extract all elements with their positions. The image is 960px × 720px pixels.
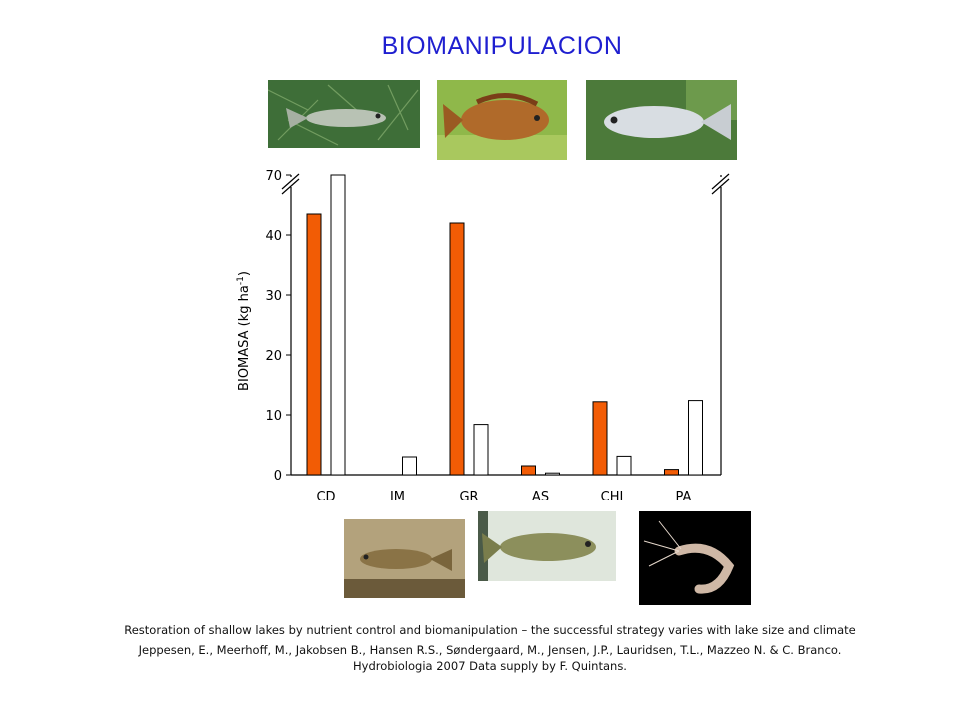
- page-title: BIOMANIPULACION: [381, 32, 623, 60]
- y-tick-label: 40: [265, 229, 282, 244]
- tetra-photo-icon: [478, 511, 616, 581]
- y-tick-label: 10: [265, 409, 282, 424]
- y-tick-label: 70: [265, 169, 282, 184]
- bar-pa-2: [688, 400, 703, 476]
- cichlid-photo-icon: [437, 80, 567, 160]
- bar-as-1: [521, 465, 536, 476]
- x-tick-label: PA: [676, 490, 692, 500]
- bar-as-2: [545, 472, 560, 476]
- x-tick-label: CD: [316, 490, 335, 500]
- axis-break-mark: [711, 178, 730, 195]
- axis-break-mark: [281, 178, 300, 195]
- shrimp-photo-icon: [639, 511, 751, 605]
- caption-line-1: Restoration of shallow lakes by nutrient…: [124, 623, 856, 637]
- silver-fish-photo-icon: [586, 80, 737, 160]
- bar-jm-2: [402, 456, 417, 476]
- livebearer-photo-icon: [344, 519, 465, 598]
- axis-break-mark: [711, 173, 730, 190]
- bar-chi-2: [616, 455, 632, 476]
- bar-cd-1: [306, 213, 322, 476]
- y-tick-label: 30: [265, 289, 282, 304]
- y-axis-label: BIOMASA (kg ha-1): [236, 271, 252, 391]
- bar-cd-2: [330, 174, 346, 476]
- caption-line-3: Hydrobiologia 2007 Data supply by F. Qui…: [353, 659, 627, 673]
- bar-gr-1: [449, 222, 465, 476]
- y-tick-label: 0: [274, 469, 282, 484]
- x-tick-label: CHI: [601, 490, 624, 500]
- x-tick-label: GR: [459, 490, 478, 500]
- bar-chi-1: [592, 401, 608, 476]
- caption-line-2: Jeppesen, E., Meerhoff, M., Jakobsen B.,…: [138, 643, 842, 657]
- biomass-bar-chart: 0 10 20 30 40 70 BIOMASA (kg ha-1) CD JM GR AS CHI P…: [236, 169, 730, 500]
- bar-pa-1: [664, 469, 679, 476]
- x-tick-label: JM: [389, 490, 405, 500]
- axis-break-gap: [712, 177, 730, 187]
- bar-gr-2: [473, 424, 489, 476]
- axis-break-gap: [282, 177, 300, 187]
- guppy-photo-icon: [268, 80, 420, 148]
- x-tick-label: AS: [532, 490, 549, 500]
- y-tick-label: 20: [265, 349, 282, 364]
- axis-break-mark: [281, 173, 300, 190]
